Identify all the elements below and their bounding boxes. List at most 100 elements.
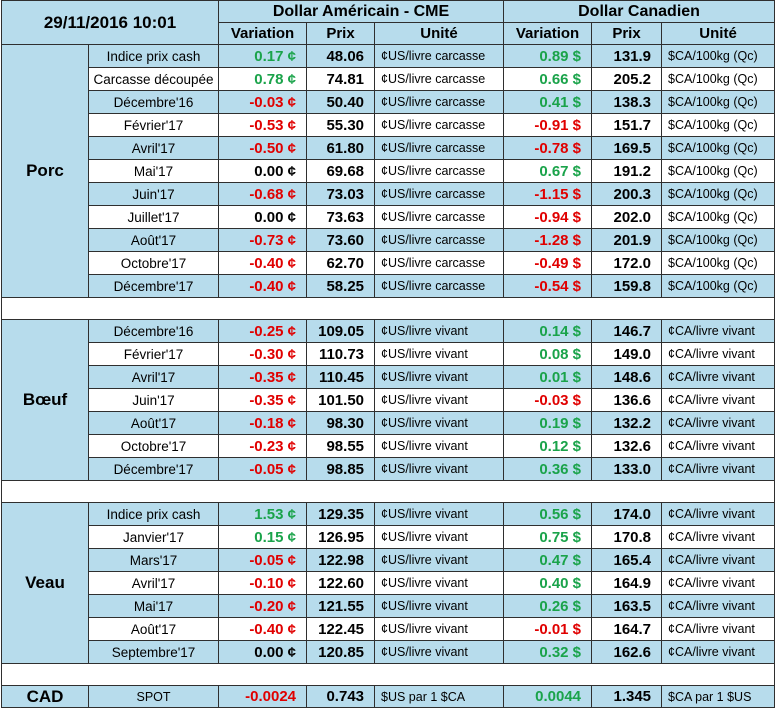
contract-label: Août'17 xyxy=(87,617,220,641)
usd-price: 101.50 xyxy=(306,388,376,412)
usd-unit: ¢US/livre vivant xyxy=(374,457,505,481)
col-header-variation-cad: Variation xyxy=(503,22,593,45)
cad-unit: $CA/100kg (Qc) xyxy=(661,44,775,68)
cad-variation: -0.91 $ xyxy=(503,113,593,137)
cad-price: 170.8 xyxy=(591,525,663,549)
usd-unit: ¢US/livre vivant xyxy=(374,502,505,526)
cad-price: 174.0 xyxy=(591,502,663,526)
contract-label: Décembre'16 xyxy=(87,319,220,343)
cad-unit: $CA/100kg (Qc) xyxy=(661,205,775,229)
cad-price: 205.2 xyxy=(591,67,663,91)
cad-unit: $CA/100kg (Qc) xyxy=(661,274,775,298)
col-header-prix-usd: Prix xyxy=(306,22,376,45)
separator-cell xyxy=(0,663,775,686)
usd-unit: ¢US/livre vivant xyxy=(374,365,505,389)
col-header-unite-usd: Unité xyxy=(374,22,505,45)
contract-label: Décembre'16 xyxy=(87,90,220,114)
cad-unit: ¢CA/livre vivant xyxy=(661,548,775,572)
report-timestamp: 29/11/2016 10:01 xyxy=(0,0,220,45)
cad-variation: 0.66 $ xyxy=(503,67,593,91)
usd-unit: ¢US/livre vivant xyxy=(374,319,505,343)
table-row: Octobre'17 -0.40 ¢ 62.70 ¢US/livre carcasse… xyxy=(2,251,775,275)
cad-unit: ¢CA/livre vivant xyxy=(661,594,775,618)
usd-price: 69.68 xyxy=(306,159,376,183)
table-row: Décembre'16 -0.03 ¢ 50.40 ¢US/livre carcass… xyxy=(2,90,775,114)
cad-price: 202.0 xyxy=(591,205,663,229)
section-label: Porc xyxy=(1,44,89,298)
usd-variation: 0.00 ¢ xyxy=(218,640,308,664)
contract-label: Août'17 xyxy=(87,228,220,252)
cad-price: 172.0 xyxy=(591,251,663,275)
usd-variation: 0.00 ¢ xyxy=(218,205,308,229)
usd-variation: -0.53 ¢ xyxy=(218,113,308,137)
table-row: Carcasse découpée 0.78 ¢ 74.81 ¢US/livre ca… xyxy=(2,67,775,91)
usd-unit: ¢US/livre carcasse xyxy=(374,67,505,91)
cad-unit: ¢CA/livre vivant xyxy=(661,457,775,481)
cad-price: 201.9 xyxy=(591,228,663,252)
table-row: Décembre'17 -0.40 ¢ 58.25 ¢US/livre carcass… xyxy=(2,274,775,298)
table-row: Août'17 -0.18 ¢ 98.30 ¢US/livre vivant 0.19 … xyxy=(2,411,775,435)
cad-cad-variation: 0.0044 xyxy=(503,685,593,708)
table-row: Juin'17 -0.68 ¢ 73.03 ¢US/livre carcasse -1.… xyxy=(2,182,775,206)
cad-unit: ¢CA/livre vivant xyxy=(661,571,775,595)
cad-variation: -1.28 $ xyxy=(503,228,593,252)
cad-unit: $CA/100kg (Qc) xyxy=(661,251,775,275)
usd-unit: ¢US/livre vivant xyxy=(374,525,505,549)
cad-price: 136.6 xyxy=(591,388,663,412)
usd-variation: 0.00 ¢ xyxy=(218,159,308,183)
cad-variation: 0.47 $ xyxy=(503,548,593,572)
usd-price: 121.55 xyxy=(306,594,376,618)
col-header-unite-cad: Unité xyxy=(661,22,775,45)
cad-variation: 0.08 $ xyxy=(503,342,593,366)
cad-unit: $CA/100kg (Qc) xyxy=(661,159,775,183)
cad-price: 148.6 xyxy=(591,365,663,389)
usd-price: 122.60 xyxy=(306,571,376,595)
cad-variation: 0.14 $ xyxy=(503,319,593,343)
table-row: Août'17 -0.40 ¢ 122.45 ¢US/livre vivant -0.0… xyxy=(2,617,775,641)
usd-price: 73.03 xyxy=(306,182,376,206)
cad-variation: -0.54 $ xyxy=(503,274,593,298)
cad-unit: $CA/100kg (Qc) xyxy=(661,228,775,252)
cad-variation: 0.12 $ xyxy=(503,434,593,458)
header-row-columns: Variation Prix Unité Variation Prix Unit… xyxy=(2,22,775,45)
contract-label: Décembre'17 xyxy=(87,457,220,481)
cad-price: 164.7 xyxy=(591,617,663,641)
cad-price: 165.4 xyxy=(591,548,663,572)
cad-price: 131.9 xyxy=(591,44,663,68)
contract-label: Mai'17 xyxy=(87,159,220,183)
contract-label: Mai'17 xyxy=(87,594,220,618)
usd-unit: ¢US/livre vivant xyxy=(374,411,505,435)
cad-usd-price: 0.743 xyxy=(306,685,376,708)
usd-variation: -0.68 ¢ xyxy=(218,182,308,206)
cad-variation: -0.01 $ xyxy=(503,617,593,641)
usd-price: 122.45 xyxy=(306,617,376,641)
usd-unit: ¢US/livre vivant xyxy=(374,640,505,664)
cad-unit: ¢CA/livre vivant xyxy=(661,411,775,435)
usd-price: 98.85 xyxy=(306,457,376,481)
usd-price: 73.63 xyxy=(306,205,376,229)
col-header-variation-usd: Variation xyxy=(218,22,308,45)
usd-variation: -0.35 ¢ xyxy=(218,365,308,389)
usd-variation: -0.40 ¢ xyxy=(218,251,308,275)
cad-variation: 0.40 $ xyxy=(503,571,593,595)
contract-label: Octobre'17 xyxy=(87,251,220,275)
cad-price: 200.3 xyxy=(591,182,663,206)
cad-unit: ¢CA/livre vivant xyxy=(661,525,775,549)
table-row: Mai'17 0.00 ¢ 69.68 ¢US/livre carcasse 0.67 … xyxy=(2,159,775,183)
cad-cad-unit: $CA par 1 $US xyxy=(661,685,775,708)
contract-label: Octobre'17 xyxy=(87,434,220,458)
usd-variation: 0.15 ¢ xyxy=(218,525,308,549)
usd-variation: -0.40 ¢ xyxy=(218,617,308,641)
usd-price: 110.45 xyxy=(306,365,376,389)
contract-label: Carcasse découpée xyxy=(87,67,220,91)
contract-label: Indice prix cash xyxy=(87,502,220,526)
table-row: Juillet'17 0.00 ¢ 73.63 ¢US/livre carcasse -… xyxy=(2,205,775,229)
cad-spot-row: CAD SPOT -0.0024 0.743 $US par 1 $CA 0.0044 1.… xyxy=(1,685,775,708)
usd-variation: -0.40 ¢ xyxy=(218,274,308,298)
cad-variation: 0.26 $ xyxy=(503,594,593,618)
section-separator xyxy=(0,480,775,503)
usd-variation: -0.18 ¢ xyxy=(218,411,308,435)
table-row: Décembre'17 -0.05 ¢ 98.85 ¢US/livre vivant 0… xyxy=(2,457,775,481)
usd-price: 62.70 xyxy=(306,251,376,275)
usd-variation: -0.10 ¢ xyxy=(218,571,308,595)
